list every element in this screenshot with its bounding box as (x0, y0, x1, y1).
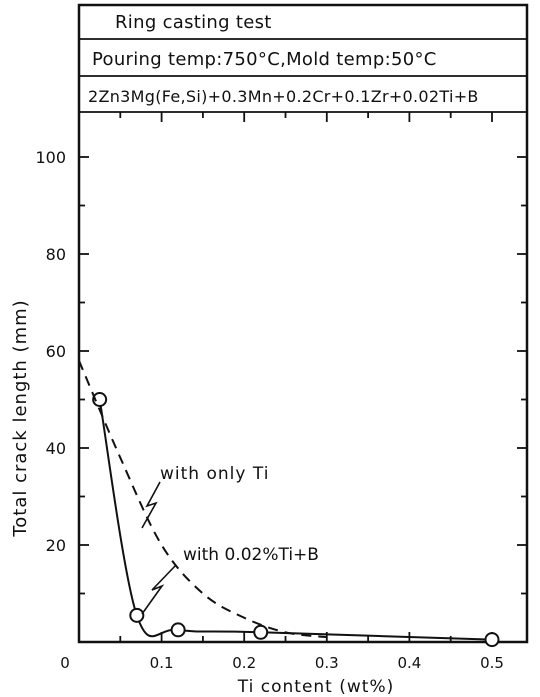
data-point (484, 632, 500, 648)
y-tick-label: 40 (46, 439, 66, 458)
x-axis-label: Ti content (wt%) (237, 677, 394, 697)
series-line-ti-b (98, 399, 493, 641)
x-tick-label: 0 (60, 654, 70, 672)
series-line-only-ti (78, 360, 327, 639)
x-tick-label: 0.1 (150, 654, 174, 672)
series-label-only-ti: with only Ti (160, 464, 269, 484)
annotation-layer: with only Ti with 0.02%Ti+B (141, 464, 319, 615)
chart-subtitle-alloy: 2Zn3Mg(Fe,Si)+0.3Mn+0.2Cr+0.1Zr+0.02Ti+B (88, 87, 479, 106)
series-layer (78, 360, 500, 648)
series-label-ti-b: with 0.02%Ti+B (183, 545, 319, 565)
chart-subtitle-conditions: Pouring temp:750°C,Mold temp:50°C (92, 49, 437, 70)
leader-only-ti (141, 481, 161, 529)
data-point (170, 622, 186, 638)
y-tick-label: 80 (46, 245, 66, 264)
leader-ti-b (141, 564, 177, 615)
chart-frame (77, 3, 529, 644)
x-tick-label: 0.5 (480, 654, 504, 672)
x-tick-label: 0.4 (397, 654, 421, 672)
data-point (253, 624, 269, 640)
data-point (92, 392, 108, 407)
data-point (129, 607, 145, 623)
chart-title: Ring casting test (115, 12, 272, 33)
plot-border (77, 3, 529, 644)
x-tick-label: 0.3 (315, 654, 339, 672)
y-tick-label: 60 (46, 342, 66, 361)
y-tick-label: 20 (46, 536, 66, 555)
x-tick-label: 0.2 (232, 654, 256, 672)
y-tick-label: 100 (35, 148, 66, 167)
y-axis-label: Total crack length (mm) (10, 299, 31, 537)
tick-labels: 0 0.1 0.2 0.3 0.4 0.5 20 40 60 80 100 (35, 148, 503, 672)
